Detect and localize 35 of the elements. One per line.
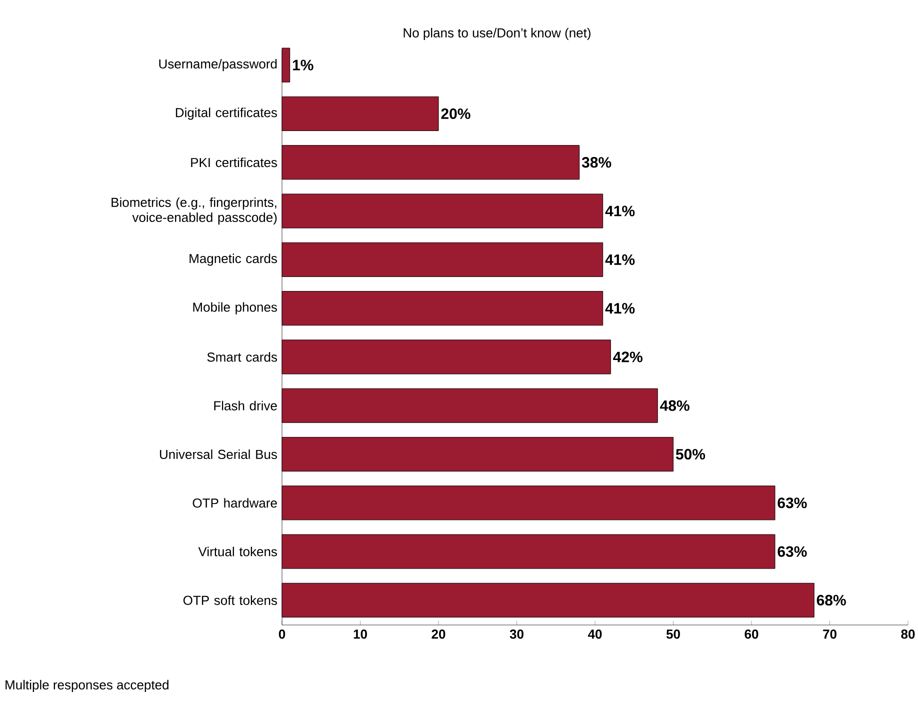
x-tick-label: 20 (432, 630, 446, 639)
data-label: 20% (441, 108, 470, 120)
data-label: 42% (613, 352, 642, 362)
data-label: 41% (605, 206, 635, 216)
data-label: 41% (605, 303, 635, 314)
x-tick-label: 40 (588, 630, 602, 639)
data-label: 48% (660, 400, 690, 411)
data-label: 1% (292, 60, 314, 70)
y-tick-label: Biometrics (e.g., fingerprints, voice-enabled passcode) (112, 197, 277, 225)
text: Multiple responses accepted (6, 680, 168, 692)
data-label: 38% (582, 157, 612, 168)
y-tick-label: Username/password (159, 59, 277, 72)
data-label: 50% (676, 448, 706, 460)
x-tick-label: 60 (744, 630, 758, 639)
x-tick-label: 80 (901, 630, 915, 639)
y-tick-label: PKI certificates (191, 158, 277, 168)
data-label: 41% (605, 254, 635, 265)
x-tick-label: 50 (666, 630, 680, 639)
y-tick-label: Universal Serial Bus (160, 449, 277, 460)
data-label: 63% (778, 546, 807, 557)
y-tick-label: Virtual tokens (198, 546, 277, 556)
y-tick-label: OTP soft tokens (183, 595, 277, 605)
y-tick-label: Magnetic cards (190, 254, 277, 266)
chart-title: No plans to use/Don’t know (net) (404, 28, 590, 40)
y-tick-label: Flash drive (214, 400, 277, 410)
x-tick-label: 30 (510, 630, 524, 639)
x-tick-label: 10 (354, 630, 367, 639)
y-tick-label: Smart cards (207, 352, 277, 362)
y-tick-label: Mobile phones (193, 302, 277, 314)
y-tick-label: OTP hardware (192, 498, 277, 508)
data-label: 68% (816, 594, 846, 606)
x-tick-label: 70 (823, 630, 836, 639)
y-tick-label: Digital certificates (176, 108, 277, 120)
x-tick-label: 0 (278, 630, 286, 639)
data-label: 63% (778, 498, 807, 508)
